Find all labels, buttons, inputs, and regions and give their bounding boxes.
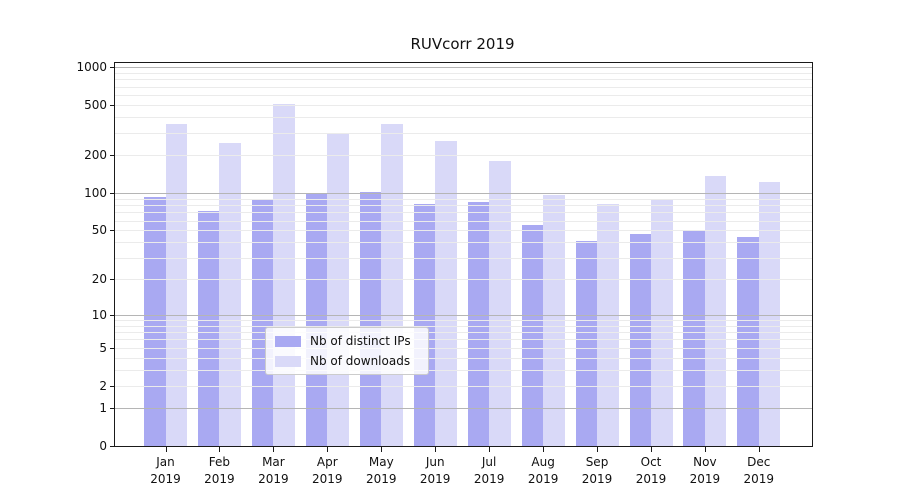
bar-feb-distinct-ips <box>197 211 220 446</box>
chart-title: RUVcorr 2019 <box>410 35 515 53</box>
legend: Nb of distinct IPs Nb of downloads <box>265 327 429 375</box>
x-tick-label-jan: Jan 2019 <box>150 455 181 486</box>
bar-jan-distinct-ips <box>144 196 166 446</box>
x-tick-dec <box>758 447 760 452</box>
x-tick-apr <box>327 447 329 452</box>
bar-jan-downloads <box>165 123 187 446</box>
y-tick-label-2: 2 <box>99 378 107 393</box>
y-tick-label-20: 20 <box>91 272 107 286</box>
bar-may-distinct-ips <box>359 192 382 446</box>
gridline-minor-400 <box>115 117 812 119</box>
plot-area: 0 1 2 5 10 20 50 100 200 500 1000 Jan 2019 Feb 2019 M… <box>76 60 813 486</box>
bar-jul-distinct-ips <box>467 202 490 446</box>
x-tick-label-feb: Feb 2019 <box>204 455 235 486</box>
x-tick-label-jul: Jul 2019 <box>473 455 505 486</box>
bar-nov-distinct-ips <box>683 230 705 446</box>
gridline-minor-500 <box>115 105 812 106</box>
x-tick-sep <box>597 447 598 452</box>
y-tick-label-500: 500 <box>84 98 107 112</box>
y-tick-label-1000: 1000 <box>76 60 107 74</box>
x-tick-label-aug: Aug 2019 <box>527 455 559 486</box>
x-tick-label-sep: Sep 2019 <box>581 455 613 486</box>
y-tick-1 <box>110 408 114 409</box>
x-tick-feb <box>219 447 221 452</box>
x-tick-jun <box>435 447 437 452</box>
x-tick-label-jun: Jun 2019 <box>419 455 451 486</box>
gridline-minor-300 <box>115 132 812 134</box>
y-tick-100 <box>110 192 114 194</box>
y-tick-label-50: 50 <box>91 223 107 238</box>
legend-swatch-distinct-ips <box>275 335 301 347</box>
bar-mar-distinct-ips <box>251 200 274 446</box>
x-tick-jul <box>489 447 491 452</box>
x-tick-label-oct: Oct 2019 <box>635 455 667 486</box>
bar-nov-downloads <box>704 175 727 446</box>
bar-dec-distinct-ips <box>737 237 759 446</box>
bar-oct-distinct-ips <box>629 233 651 446</box>
bar-aug-downloads <box>543 195 565 446</box>
bar-aug-distinct-ips <box>521 225 544 446</box>
bar-jul-downloads <box>489 160 511 446</box>
y-tick-label-10: 10 <box>91 307 107 322</box>
bar-may-downloads <box>381 124 403 446</box>
bar-mar-downloads <box>273 104 295 446</box>
bar-apr-downloads <box>327 133 349 446</box>
y-tick-5 <box>110 347 114 349</box>
bar-jun-distinct-ips <box>413 204 436 446</box>
bar-oct-downloads <box>651 200 673 446</box>
bar-jun-downloads <box>435 141 457 446</box>
x-tick-label-dec: Dec 2019 <box>743 455 775 486</box>
legend-swatch-downloads <box>275 355 301 367</box>
y-tick-label-0: 0 <box>99 439 107 453</box>
x-tick-nov <box>704 447 706 452</box>
gridline-minor-900 <box>115 72 812 74</box>
x-tick-label-apr: Apr 2019 <box>312 455 343 486</box>
x-tick-aug <box>543 447 545 452</box>
x-tick-oct <box>651 447 652 452</box>
bar-feb-downloads <box>219 142 241 446</box>
legend-item-downloads: Nb of downloads <box>275 354 419 368</box>
x-tick-jan <box>165 447 167 452</box>
y-tick-label-100: 100 <box>84 185 107 200</box>
legend-label-downloads: Nb of downloads <box>310 354 411 368</box>
x-tick-label-mar: Mar 2019 <box>258 455 289 486</box>
gridline-minor-800 <box>115 79 812 81</box>
bar-dec-downloads <box>758 182 781 446</box>
x-tick-may <box>381 447 383 452</box>
bar-sep-distinct-ips <box>575 241 597 446</box>
bar-apr-distinct-ips <box>305 192 328 446</box>
y-tick-10 <box>110 314 114 316</box>
y-tick-0 <box>110 446 114 447</box>
y-tick-20 <box>110 279 114 280</box>
gridline-minor-700 <box>115 86 812 88</box>
y-tick-200 <box>110 155 114 157</box>
y-tick-label-200: 200 <box>84 148 107 163</box>
y-tick-1000 <box>110 67 114 68</box>
y-tick-label-1: 1 <box>99 401 107 415</box>
x-tick-label-nov: Nov 2019 <box>689 455 721 486</box>
y-tick-2 <box>110 385 114 387</box>
y-tick-500 <box>110 105 114 106</box>
y-tick-50 <box>110 230 114 232</box>
x-tick-mar <box>273 447 275 452</box>
legend-item-distinct-ips: Nb of distinct IPs <box>275 334 419 348</box>
gridline-minor-600 <box>115 95 812 96</box>
y-tick-label-5: 5 <box>99 340 107 355</box>
x-tick-label-may: May 2019 <box>366 455 397 486</box>
legend-label-distinct-ips: Nb of distinct IPs <box>310 334 411 348</box>
bar-sep-downloads <box>597 204 619 446</box>
gridline-major-1000 <box>115 67 812 68</box>
